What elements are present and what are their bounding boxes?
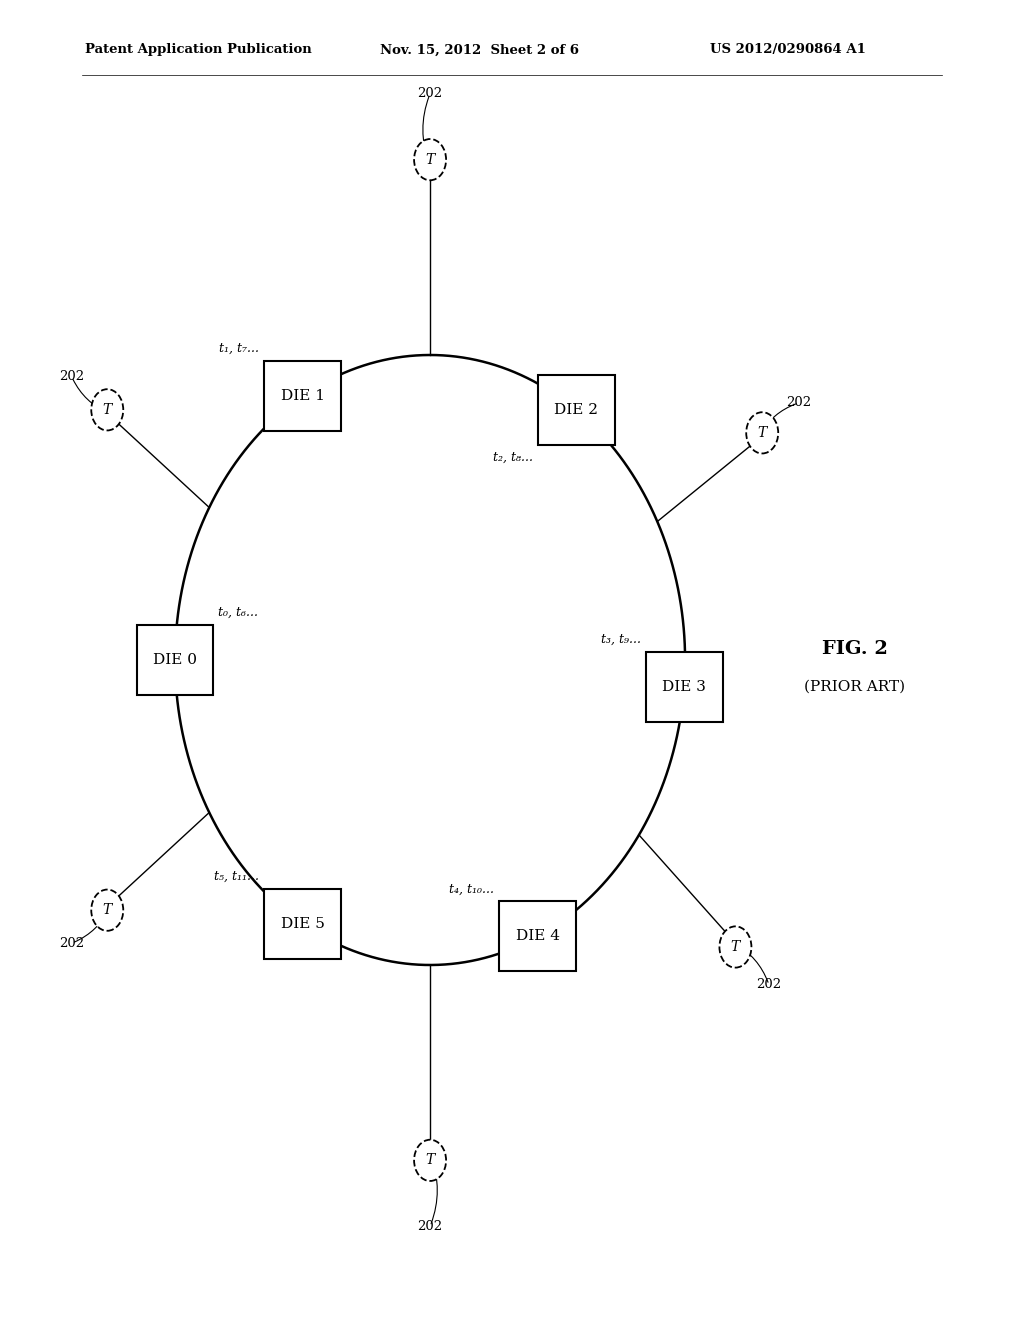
FancyBboxPatch shape [264,360,341,430]
Text: 202: 202 [59,937,84,949]
Text: FIG. 2: FIG. 2 [822,640,888,659]
Text: T: T [102,903,112,917]
Text: DIE 3: DIE 3 [663,680,706,693]
Text: t₄, t₁₀...: t₄, t₁₀... [450,883,495,895]
Text: Nov. 15, 2012  Sheet 2 of 6: Nov. 15, 2012 Sheet 2 of 6 [380,44,579,57]
Text: DIE 1: DIE 1 [281,389,325,403]
Ellipse shape [414,139,446,181]
Text: Patent Application Publication: Patent Application Publication [85,44,311,57]
Ellipse shape [91,389,123,430]
Text: 202: 202 [786,396,811,409]
Text: t₅, t₁₁...: t₅, t₁₁... [214,870,259,883]
FancyBboxPatch shape [500,902,577,972]
Text: DIE 5: DIE 5 [281,917,325,931]
FancyBboxPatch shape [264,890,341,960]
Ellipse shape [414,1139,446,1181]
Text: DIE 4: DIE 4 [516,929,560,944]
Text: (PRIOR ART): (PRIOR ART) [805,680,905,693]
Text: t₃, t₉...: t₃, t₉... [601,632,641,645]
Text: t₂, t₈...: t₂, t₈... [493,451,532,465]
Text: T: T [102,403,112,417]
Text: 202: 202 [59,371,84,383]
Text: T: T [425,1154,435,1167]
Text: DIE 2: DIE 2 [554,403,598,417]
Text: 202: 202 [418,87,442,100]
FancyBboxPatch shape [136,626,213,694]
Text: t₀, t₆...: t₀, t₆... [218,606,258,619]
Text: T: T [731,940,740,954]
FancyBboxPatch shape [646,652,723,722]
Text: 202: 202 [757,978,781,991]
Text: T: T [758,426,767,440]
Text: T: T [425,153,435,166]
Ellipse shape [91,890,123,931]
Text: 202: 202 [418,1220,442,1233]
Ellipse shape [720,927,752,968]
Ellipse shape [746,412,778,454]
Text: US 2012/0290864 A1: US 2012/0290864 A1 [710,44,866,57]
Text: DIE 0: DIE 0 [153,653,197,667]
FancyBboxPatch shape [538,375,614,445]
Text: t₁, t₇...: t₁, t₇... [219,342,259,355]
